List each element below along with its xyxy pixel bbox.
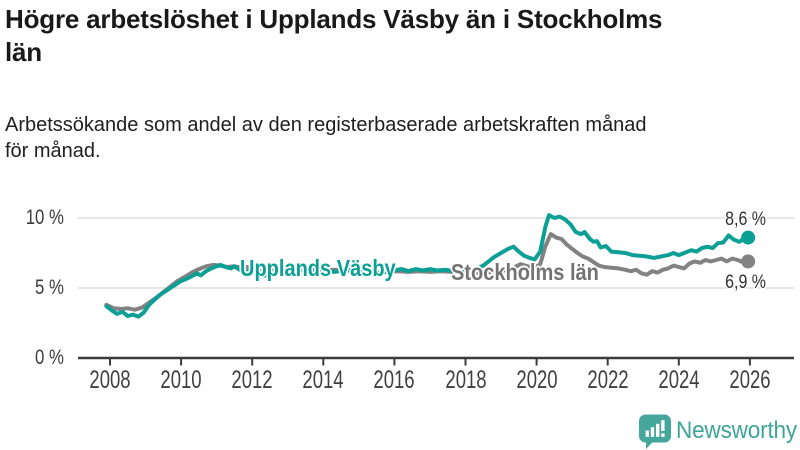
x-axis-label-2016: 2016 (373, 366, 415, 394)
newsworthy-speech-bubble-bar-chart-icon (639, 414, 671, 449)
x-axis-label-2008: 2008 (89, 366, 131, 394)
series-end-dot-Stockholms län (741, 254, 756, 269)
page-title: Högre arbetslöshet i Upplands Väsby än i… (5, 3, 791, 69)
end-value-label-upplands-vasby: 8,6 % (725, 209, 766, 230)
series-label-upplands-vasby: Upplands Väsby (240, 255, 396, 281)
series-line-Upplands Väsby (104, 213, 751, 319)
series-line-Stockholms län (104, 232, 751, 312)
x-axis-label-2010: 2010 (160, 366, 202, 394)
x-axis-label-2024: 2024 (658, 366, 700, 394)
subtitle-line-2: för månad. (5, 140, 101, 162)
y-axis-label-0pct: 0 % (35, 346, 64, 369)
x-axis-label-2022: 2022 (587, 366, 629, 394)
newsworthy-wordmark: Newsworthy (676, 417, 797, 444)
title-line-1: Högre arbetslöshet i Upplands Väsby än i… (5, 4, 663, 34)
x-axis-label-2018: 2018 (444, 366, 487, 394)
x-axis-label-2014: 2014 (302, 366, 344, 394)
title-line-2: län (5, 37, 42, 67)
subtitle-line-1: Arbetssökande som andel av den registerb… (5, 114, 647, 136)
y-axis-label-5pct: 5 % (35, 276, 64, 299)
x-axis-label-2026: 2026 (729, 366, 771, 394)
x-axis-label-2020: 2020 (516, 366, 558, 394)
end-value-label-stockholms-lan: 6,9 % (725, 272, 766, 293)
y-axis-label-10pct: 10 % (25, 206, 64, 229)
series-end-dot-Upplands Väsby (741, 230, 756, 245)
chart-subtitle: Arbetssökande som andel av den registerb… (5, 112, 765, 164)
x-axis-label-2012: 2012 (231, 366, 273, 394)
newsworthy-logo: Newsworthy (638, 414, 798, 450)
series-label-stockholms-lan: Stockholms län (451, 259, 599, 285)
